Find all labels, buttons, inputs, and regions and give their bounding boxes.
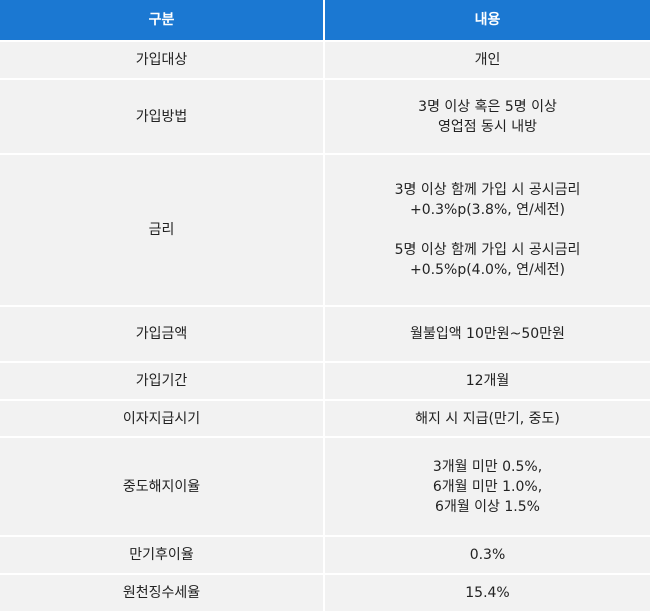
value-line: 3명 이상 혹은 5명 이상 — [418, 98, 557, 115]
value-line: 6개월 미만 1.0%, — [432, 478, 543, 495]
row-value: 월불입액 10만원~50만원 — [325, 307, 650, 363]
table-row: 원천징수세율 15.4% — [0, 575, 650, 613]
value-line: 15.4% — [465, 585, 510, 601]
value-line: 0.3% — [469, 547, 506, 563]
row-label: 가입대상 — [0, 42, 325, 80]
table-row: 가입방법 3명 이상 혹은 5명 이상 영업점 동시 내방 — [0, 80, 650, 155]
value-line: 3명 이상 함께 가입 시 공시금리 — [394, 182, 581, 198]
header-content: 내용 — [325, 0, 650, 42]
table-header: 구분 내용 — [0, 0, 650, 42]
table-row: 중도해지이율 3개월 미만 0.5%, 6개월 미만 1.0%, 6개월 이상 … — [0, 438, 650, 537]
value-line: 개인 — [474, 52, 501, 68]
row-value: 3명 이상 함께 가입 시 공시금리 +0.3%p(3.8%, 연/세전) 5명… — [325, 155, 650, 307]
value-line: 12개월 — [465, 373, 510, 389]
table-row: 만기후이율 0.3% — [0, 537, 650, 575]
value-line: 해지 시 지급(만기, 중도) — [415, 410, 560, 427]
row-value: 15.4% — [325, 575, 650, 613]
table-row: 가입기간 12개월 — [0, 363, 650, 401]
row-value: 3명 이상 혹은 5명 이상 영업점 동시 내방 — [325, 80, 650, 155]
value-line: 6개월 이상 1.5% — [435, 498, 540, 515]
row-value: 3개월 미만 0.5%, 6개월 미만 1.0%, 6개월 이상 1.5% — [325, 438, 650, 537]
row-label: 만기후이율 — [0, 537, 325, 575]
value-line: 3개월 미만 0.5%, — [432, 458, 543, 475]
value-line: +0.3%p(3.8%, 연/세전) — [410, 202, 565, 218]
row-label: 이자지급시기 — [0, 401, 325, 438]
row-label: 원천징수세율 — [0, 575, 325, 613]
row-label: 금리 — [0, 155, 325, 307]
header-category: 구분 — [0, 0, 325, 42]
table-row: 가입대상 개인 — [0, 42, 650, 80]
row-label: 가입금액 — [0, 307, 325, 363]
row-label: 가입기간 — [0, 363, 325, 401]
value-line: 영업점 동시 내방 — [437, 118, 538, 135]
table-row: 금리 3명 이상 함께 가입 시 공시금리 +0.3%p(3.8%, 연/세전)… — [0, 155, 650, 307]
row-value: 해지 시 지급(만기, 중도) — [325, 401, 650, 438]
row-label: 중도해지이율 — [0, 438, 325, 537]
row-value: 12개월 — [325, 363, 650, 401]
value-line: 월불입액 10만원~50만원 — [410, 326, 565, 342]
value-line: +0.5%p(4.0%, 연/세전) — [410, 262, 565, 278]
row-value: 0.3% — [325, 537, 650, 575]
row-value: 개인 — [325, 42, 650, 80]
table-row: 이자지급시기 해지 시 지급(만기, 중도) — [0, 401, 650, 438]
value-line: 5명 이상 함께 가입 시 공시금리 — [394, 242, 581, 258]
table-row: 가입금액 월불입액 10만원~50만원 — [0, 307, 650, 363]
row-label: 가입방법 — [0, 80, 325, 155]
